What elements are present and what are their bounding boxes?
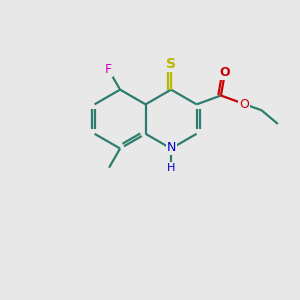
Text: O: O — [219, 66, 230, 79]
Text: N: N — [167, 141, 176, 154]
Text: H: H — [167, 163, 175, 173]
Text: F: F — [104, 63, 112, 76]
Text: O: O — [239, 98, 249, 111]
Text: S: S — [166, 57, 176, 71]
